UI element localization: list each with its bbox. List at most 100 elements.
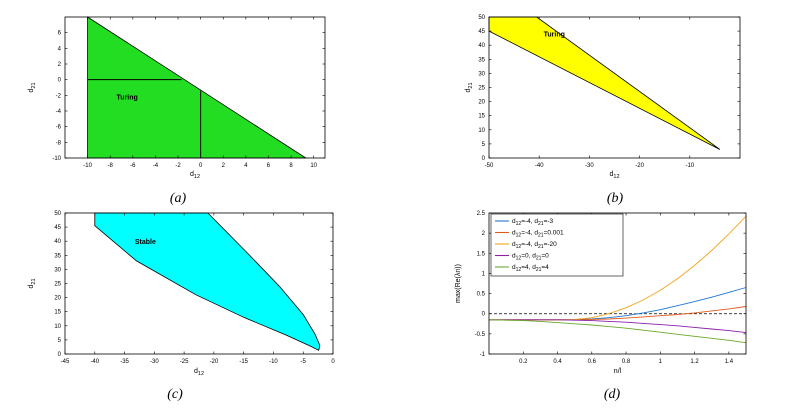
- plot-b-ytick-label-9: 45: [478, 29, 485, 35]
- plot-d-xtick-label-1: 0.4: [553, 359, 562, 365]
- plot-a-ytick-label-3: -4: [56, 109, 62, 115]
- plot-a-frame: [64, 16, 326, 159]
- plot-c-ylabel: d21: [28, 278, 37, 288]
- plot-c-ytick-label-0: 0: [58, 352, 62, 358]
- plot-c-ytick-label-8: 40: [54, 239, 61, 245]
- plot-d-legend-label-4: d12=4, d21=4: [512, 264, 549, 273]
- plot-a-ytick-label-0: -10: [52, 156, 61, 162]
- plot-c-caption: (c): [167, 387, 183, 402]
- plot-d-legend-label-0: d12=-4, d21=-3: [512, 218, 554, 227]
- plot-b-xtick-label-4: -10: [685, 163, 694, 169]
- plot-a-xtick-label-0: -10: [83, 163, 92, 169]
- plot-c-region: [94, 212, 321, 351]
- plot-c-xtick-label-4: -25: [180, 359, 189, 365]
- plot-d-frame: [488, 212, 747, 355]
- plot-c-ytick-label-9: 45: [54, 225, 61, 231]
- plot-a-xtick-label-8: 6: [267, 163, 271, 169]
- plot-a-xtick-label-9: 8: [289, 163, 293, 169]
- plot-c-ytick-label-5: 25: [54, 282, 61, 288]
- plot-a-ytick-label-1: -8: [56, 140, 62, 146]
- plot-b-ytick-label-5: 25: [478, 86, 485, 92]
- plot-d-ytick-label-3: 0.5: [477, 292, 486, 298]
- plot-a-region: [87, 16, 308, 159]
- plot-d-ytick-label-4: 1: [482, 271, 486, 277]
- plot-a-xtick-label-7: 4: [244, 163, 248, 169]
- plot-b-ytick-label-3: 15: [478, 114, 485, 120]
- plot-b-xtick-label-2: -30: [585, 163, 594, 169]
- plot-b-xlabel: d12: [609, 171, 619, 180]
- plot-b-ytick-label-2: 10: [478, 128, 485, 134]
- plot-b-caption: (b): [607, 191, 624, 206]
- plot-d-xtick-label-0: 0.2: [519, 359, 528, 365]
- plot-b-ytick-label-1: 5: [482, 142, 486, 148]
- plot-a-ytick-label-4: -2: [56, 93, 62, 99]
- plot-a-xtick-label-3: -4: [153, 163, 159, 169]
- plot-a-ytick-label-2: -6: [56, 125, 62, 131]
- plot-a-xtick-label-6: 2: [222, 163, 226, 169]
- plot-c-xtick-label-6: -15: [239, 359, 248, 365]
- plot-a-xlabel: d12: [190, 171, 200, 180]
- plot-b-region-label: Turing: [544, 32, 565, 39]
- plot-a-ytick-label-8: 6: [58, 31, 62, 37]
- plot-a-ylabel: d21: [28, 82, 37, 92]
- plot-d-series-0: [489, 287, 747, 321]
- plot-c-ytick-label-7: 35: [54, 253, 61, 259]
- plot-c-xtick-label-0: -45: [61, 359, 70, 365]
- plot-c-xtick-label-5: -20: [210, 359, 219, 365]
- plot-b-region: [488, 16, 721, 150]
- plot-b-xtick-label-1: -40: [535, 163, 544, 169]
- plot-c-xtick-label-7: -10: [269, 359, 278, 365]
- plot-d-xlabel: n/l: [614, 368, 622, 375]
- plot-b-ylabel: d21: [465, 82, 474, 92]
- plot-d-series-4: [488, 319, 747, 344]
- plot-d-legend-label-2: d12=-4, d21=-20: [512, 241, 557, 250]
- plot-d-series-1: [489, 306, 747, 321]
- plot-d-legend-label-3: d12=0, d21=0: [512, 253, 549, 262]
- plot-a-xtick-label-1: -8: [108, 163, 114, 169]
- plot-b-ytick-label-7: 35: [478, 57, 485, 63]
- plot-c-xtick-label-3: -30: [150, 359, 159, 365]
- plot-d-xtick-label-4: 1: [659, 359, 663, 365]
- plot-d-legend-label-1: d12=-4, d21=0.001: [512, 230, 564, 239]
- plot-c-region-label: Stable: [135, 239, 156, 246]
- plot-d-xtick-label-5: 1.2: [690, 359, 699, 365]
- plot-c-ytick-label-2: 10: [54, 324, 61, 330]
- plot-d-xtick-label-6: 1.4: [725, 359, 734, 365]
- plot-d-legend: [490, 213, 624, 277]
- plot-a-xtick-label-5: 0: [199, 163, 203, 169]
- plot-d-ytick-label-5: 1.5: [477, 251, 486, 257]
- plot-a-xtick-label-4: -2: [175, 163, 181, 169]
- plot-c-ytick-label-6: 30: [54, 267, 61, 273]
- plot-a-region-label: Turing: [117, 94, 138, 101]
- plot-a-xtick-label-2: -6: [130, 163, 136, 169]
- plot-b-xtick-label-3: -20: [635, 163, 644, 169]
- plot-d-ylabel: max(Re(λn)): [455, 264, 462, 303]
- plot-b-ytick-label-4: 20: [478, 100, 485, 106]
- plot-a-ytick-label-7: 4: [58, 46, 62, 52]
- plot-c-xtick-label-1: -40: [90, 359, 99, 365]
- plot-a-ytick-label-5: 0: [58, 78, 62, 84]
- plot-b-ytick-label-10: 50: [478, 15, 485, 21]
- plot-c-ytick-label-3: 15: [54, 310, 61, 316]
- plot-d-xtick-label-2: 0.6: [588, 359, 597, 365]
- plot-c-xtick-label-2: -35: [120, 359, 129, 365]
- plot-c-xtick-label-8: -5: [301, 359, 307, 365]
- plot-d-ytick-label-1: -0.5: [475, 332, 486, 338]
- plot-b-ytick-label-0: 0: [482, 156, 486, 162]
- plot-c-xlabel: d12: [194, 368, 204, 377]
- plot-c-ytick-label-10: 50: [54, 211, 61, 217]
- plot-d-ytick-label-7: 2.5: [477, 211, 486, 217]
- plot-d-series-3: [489, 319, 747, 334]
- plot-c-ytick-label-1: 5: [58, 338, 62, 344]
- plot-c-ytick-label-4: 20: [54, 296, 61, 302]
- plot-a-xtick-label-10: 10: [310, 163, 317, 169]
- plot-b-xtick-label-0: -50: [485, 163, 494, 169]
- plot-c-xtick-label-9: 0: [331, 359, 335, 365]
- plot-d-ytick-label-0: -1: [480, 352, 486, 358]
- plot-d-caption: (d): [604, 387, 621, 402]
- plot-a-caption: (a): [170, 191, 187, 206]
- plot-b-ytick-label-6: 30: [478, 71, 485, 77]
- plot-d-ytick-label-6: 2: [482, 231, 486, 237]
- plot-d-xtick-label-3: 0.8: [622, 359, 631, 365]
